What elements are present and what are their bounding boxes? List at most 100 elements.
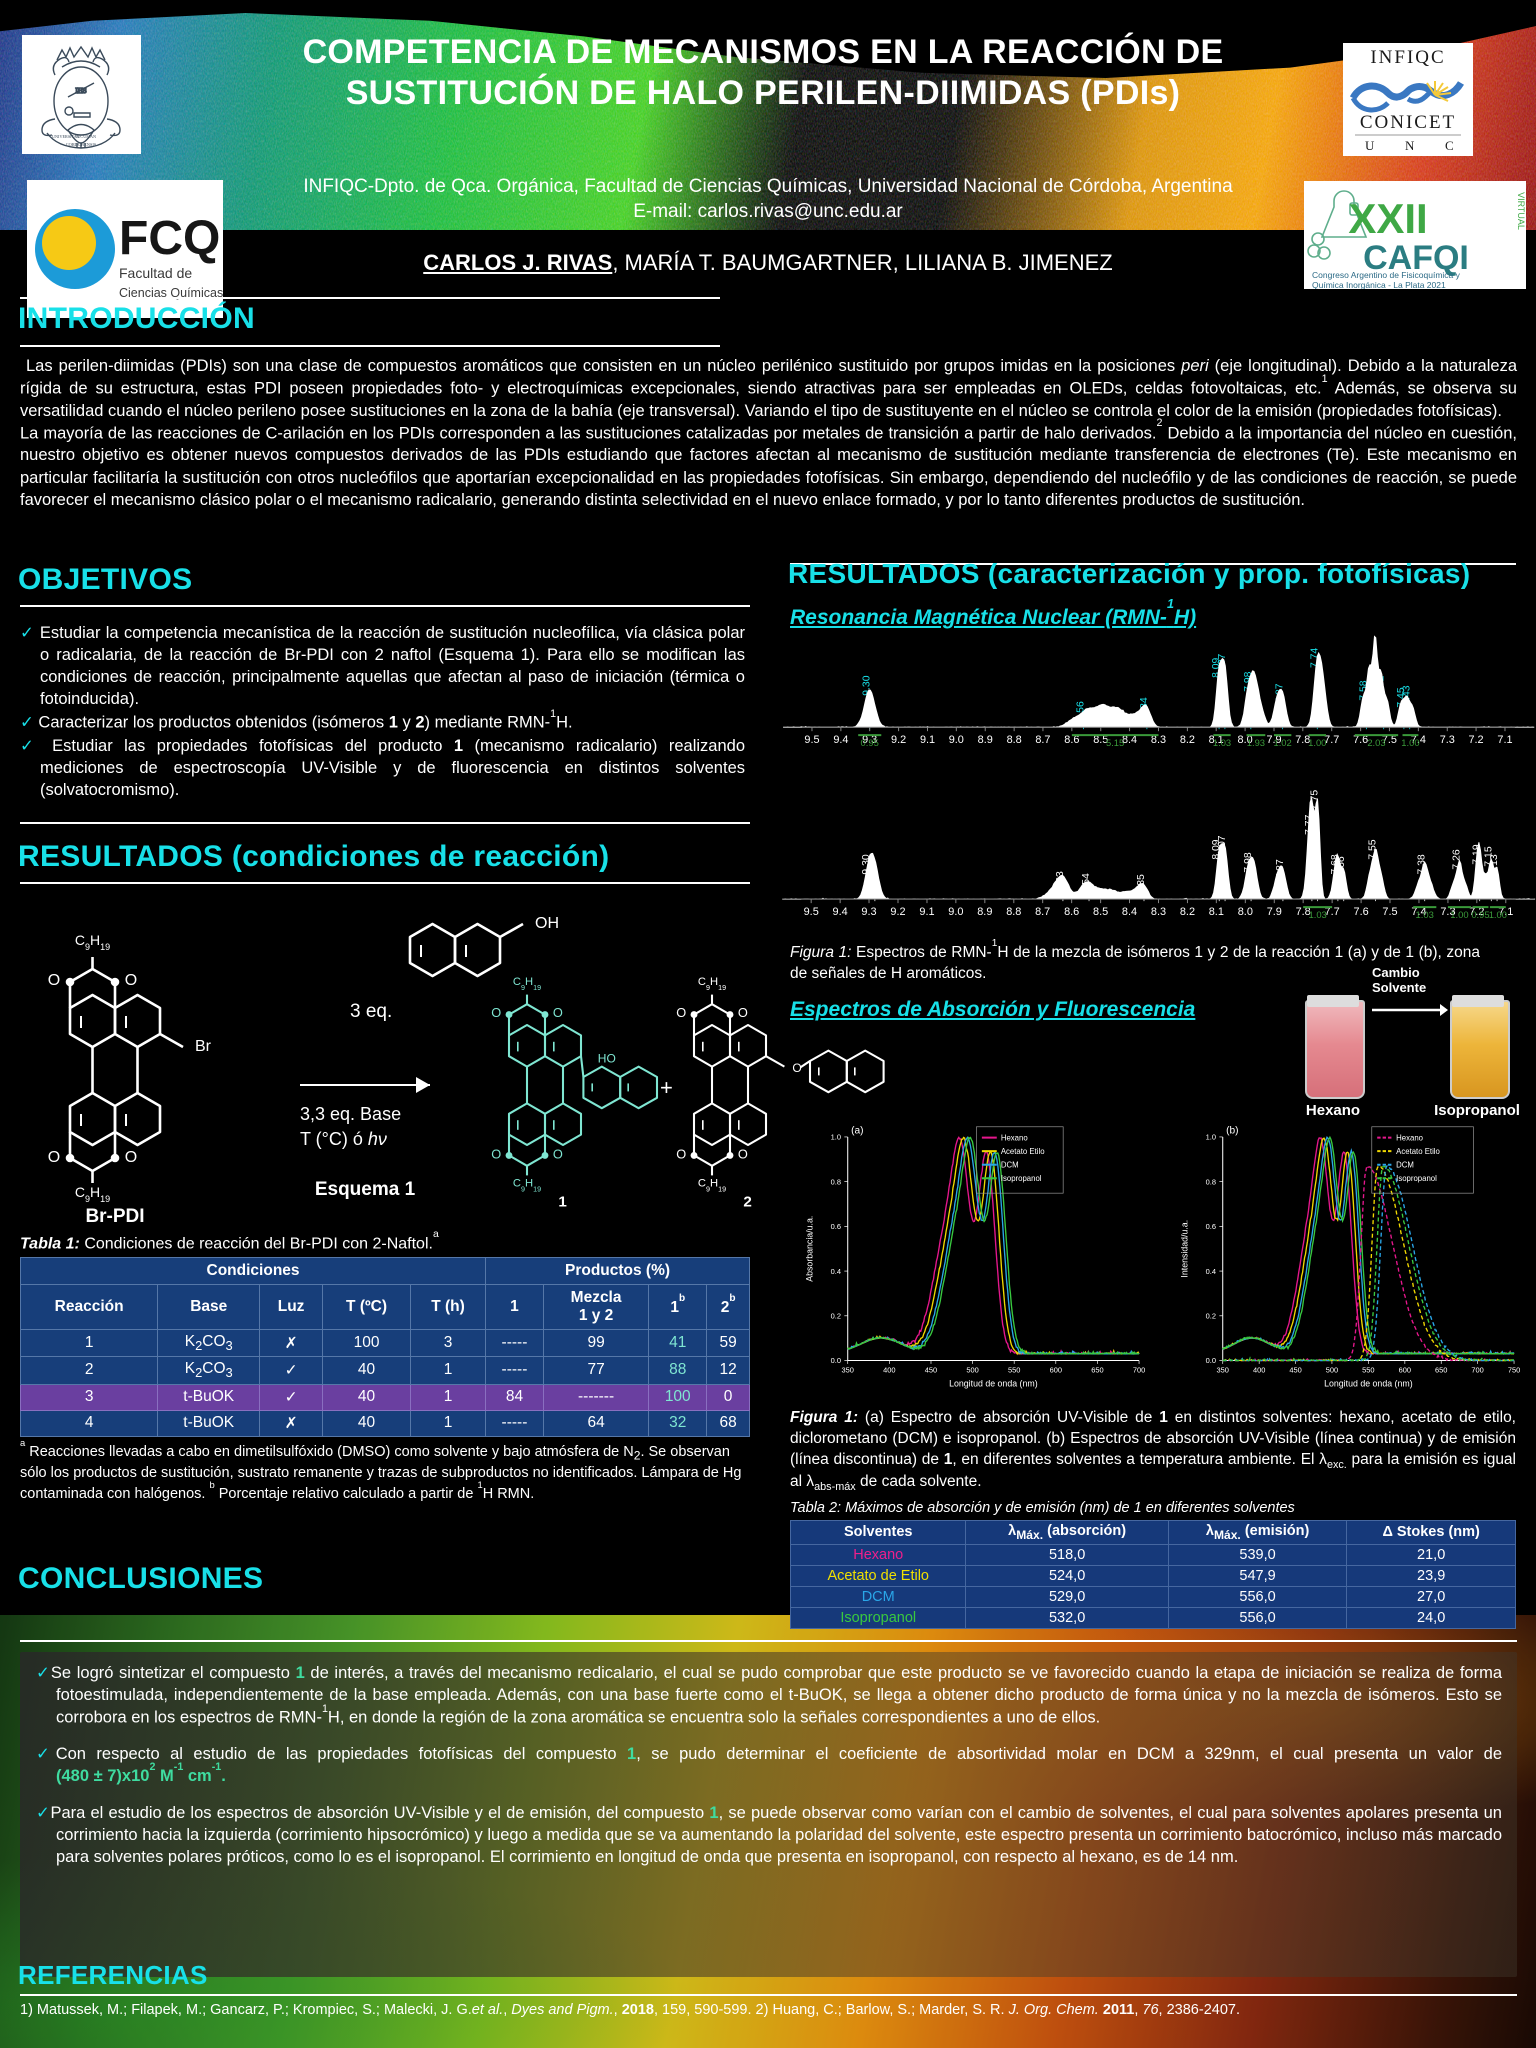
svg-text:O: O	[125, 1149, 137, 1166]
svg-text:2.03: 2.03	[1367, 737, 1385, 748]
svg-text:5.15: 5.15	[1106, 737, 1124, 748]
svg-text:0.95: 0.95	[861, 737, 879, 748]
svg-text:0.95: 0.95	[1471, 909, 1489, 920]
svg-text:Facultad de: Facultad de	[119, 265, 192, 281]
svg-text:O: O	[553, 1147, 563, 1162]
svg-text:0.6: 0.6	[1206, 1222, 1216, 1231]
svg-text:400: 400	[883, 1366, 895, 1375]
svg-text:Acetato Etilo: Acetato Etilo	[1001, 1147, 1045, 1156]
svg-text:1.00: 1.00	[1308, 737, 1326, 748]
svg-text:8.8: 8.8	[1007, 734, 1022, 746]
svg-text:9.2: 9.2	[891, 734, 906, 746]
svg-text:2: 2	[743, 1194, 751, 1211]
svg-text:TUCUMAN: TUCUMAN	[75, 134, 96, 139]
svg-text:9.5: 9.5	[804, 734, 819, 746]
svg-text:CONICET: CONICET	[1360, 112, 1456, 133]
svg-text:8.9: 8.9	[977, 906, 992, 918]
svg-text:1.02: 1.02	[1273, 737, 1291, 748]
svg-text:C: C	[1445, 138, 1454, 153]
svg-text:9.0: 9.0	[949, 734, 964, 746]
svg-text:8.9: 8.9	[978, 734, 993, 746]
svg-text:O: O	[676, 1005, 686, 1020]
svg-text:7.7: 7.7	[1324, 734, 1339, 746]
svg-text:9.0: 9.0	[948, 906, 963, 918]
svg-text:DCM: DCM	[1001, 1160, 1019, 1169]
svg-text:Longitud de onda (nm): Longitud de onda (nm)	[949, 1378, 1038, 1388]
svg-text:9.4: 9.4	[833, 734, 848, 746]
svg-text:8.4: 8.4	[1122, 906, 1137, 918]
svg-text:O: O	[491, 1005, 501, 1020]
svg-text:Química Inorgánica - La Plata: Química Inorgánica - La Plata 2021	[1312, 280, 1446, 289]
svg-text:9.2: 9.2	[890, 906, 905, 918]
svg-text:650: 650	[1091, 1366, 1103, 1375]
svg-text:0.6: 0.6	[831, 1222, 841, 1231]
svg-text:7.9: 7.9	[1267, 906, 1282, 918]
svg-text:O: O	[738, 1147, 748, 1162]
svg-text:1.03: 1.03	[1416, 909, 1434, 920]
svg-text:T (°C) ó hν: T (°C) ó hν	[300, 1129, 387, 1149]
svg-text:1.03: 1.03	[1213, 737, 1231, 748]
svg-text:0.0: 0.0	[831, 1356, 841, 1365]
svg-text:(a): (a)	[851, 1126, 863, 1137]
svg-text:C9H19: C9H19	[513, 976, 541, 992]
svg-text:0.0: 0.0	[1206, 1356, 1216, 1365]
svg-text:Intensidad/u.a.: Intensidad/u.a.	[1179, 1220, 1189, 1278]
svg-text:XXII: XXII	[1348, 195, 1427, 242]
svg-text:1: 1	[558, 1194, 567, 1211]
svg-text:U: U	[1365, 138, 1375, 153]
svg-text:8.2: 8.2	[1180, 906, 1195, 918]
svg-text:CORDUBENSIS: CORDUBENSIS	[66, 142, 97, 147]
svg-text:0.2: 0.2	[831, 1312, 841, 1321]
svg-text:500: 500	[1326, 1366, 1338, 1375]
svg-text:Esquema 1: Esquema 1	[315, 1179, 416, 1200]
svg-text:C9H19: C9H19	[698, 1178, 726, 1194]
svg-text:450: 450	[1289, 1366, 1301, 1375]
svg-text:Hexano: Hexano	[1396, 1133, 1423, 1142]
svg-text:500: 500	[966, 1366, 978, 1375]
svg-text:8.8: 8.8	[1006, 906, 1021, 918]
svg-text:400: 400	[1253, 1366, 1265, 1375]
svg-text:700: 700	[1471, 1366, 1483, 1375]
svg-text:8.0: 8.0	[1238, 906, 1253, 918]
svg-text:350: 350	[1217, 1366, 1229, 1375]
svg-text:O: O	[553, 1005, 563, 1020]
svg-text:8.7: 8.7	[1035, 906, 1050, 918]
svg-text:Longitud de onda (nm): Longitud de onda (nm)	[1324, 1378, 1413, 1388]
svg-text:1.0: 1.0	[1206, 1133, 1216, 1142]
svg-text:9.1: 9.1	[919, 906, 934, 918]
svg-text:0.2: 0.2	[1206, 1312, 1216, 1321]
svg-text:0.4: 0.4	[1206, 1267, 1216, 1276]
svg-text:+: +	[660, 1075, 673, 1100]
svg-text:550: 550	[1362, 1366, 1374, 1375]
svg-text:1.00: 1.00	[1450, 909, 1468, 920]
svg-text:O: O	[491, 1147, 501, 1162]
svg-text:Isopropanol: Isopropanol	[1001, 1174, 1042, 1183]
svg-text:C9H19: C9H19	[698, 976, 726, 992]
svg-text:550: 550	[1008, 1366, 1020, 1375]
svg-text:0.8: 0.8	[831, 1177, 841, 1186]
svg-text:Acetato Etilo: Acetato Etilo	[1396, 1147, 1440, 1156]
svg-text:7.6: 7.6	[1354, 906, 1369, 918]
svg-text:600: 600	[1050, 1366, 1062, 1375]
svg-text:650: 650	[1435, 1366, 1447, 1375]
svg-text:C9H19: C9H19	[513, 1178, 541, 1194]
svg-text:9.4: 9.4	[833, 906, 848, 918]
svg-text:3 eq.: 3 eq.	[350, 1001, 392, 1022]
svg-text:0.8: 0.8	[1206, 1177, 1216, 1186]
svg-text:3,3 eq. Base: 3,3 eq. Base	[300, 1104, 401, 1124]
svg-text:1.0: 1.0	[831, 1133, 841, 1142]
svg-text:600: 600	[1399, 1366, 1411, 1375]
svg-text:O: O	[48, 1149, 60, 1166]
svg-text:Br: Br	[195, 1038, 212, 1055]
svg-text:N: N	[1405, 138, 1415, 153]
svg-text:750: 750	[1508, 1366, 1520, 1375]
svg-text:1.00: 1.00	[1401, 737, 1419, 748]
svg-text:Congreso Argentino de Fisicoqu: Congreso Argentino de Fisicoquímica y	[1312, 270, 1461, 280]
svg-text:(b): (b)	[1226, 1126, 1238, 1137]
svg-text:INFIQC: INFIQC	[1370, 47, 1445, 68]
svg-text:1.00: 1.00	[1489, 909, 1507, 920]
svg-text:HO: HO	[598, 1052, 616, 1066]
svg-text:8.1: 8.1	[1209, 906, 1224, 918]
svg-text:8.3: 8.3	[1151, 906, 1166, 918]
svg-text:Isopropanol: Isopropanol	[1396, 1174, 1437, 1183]
